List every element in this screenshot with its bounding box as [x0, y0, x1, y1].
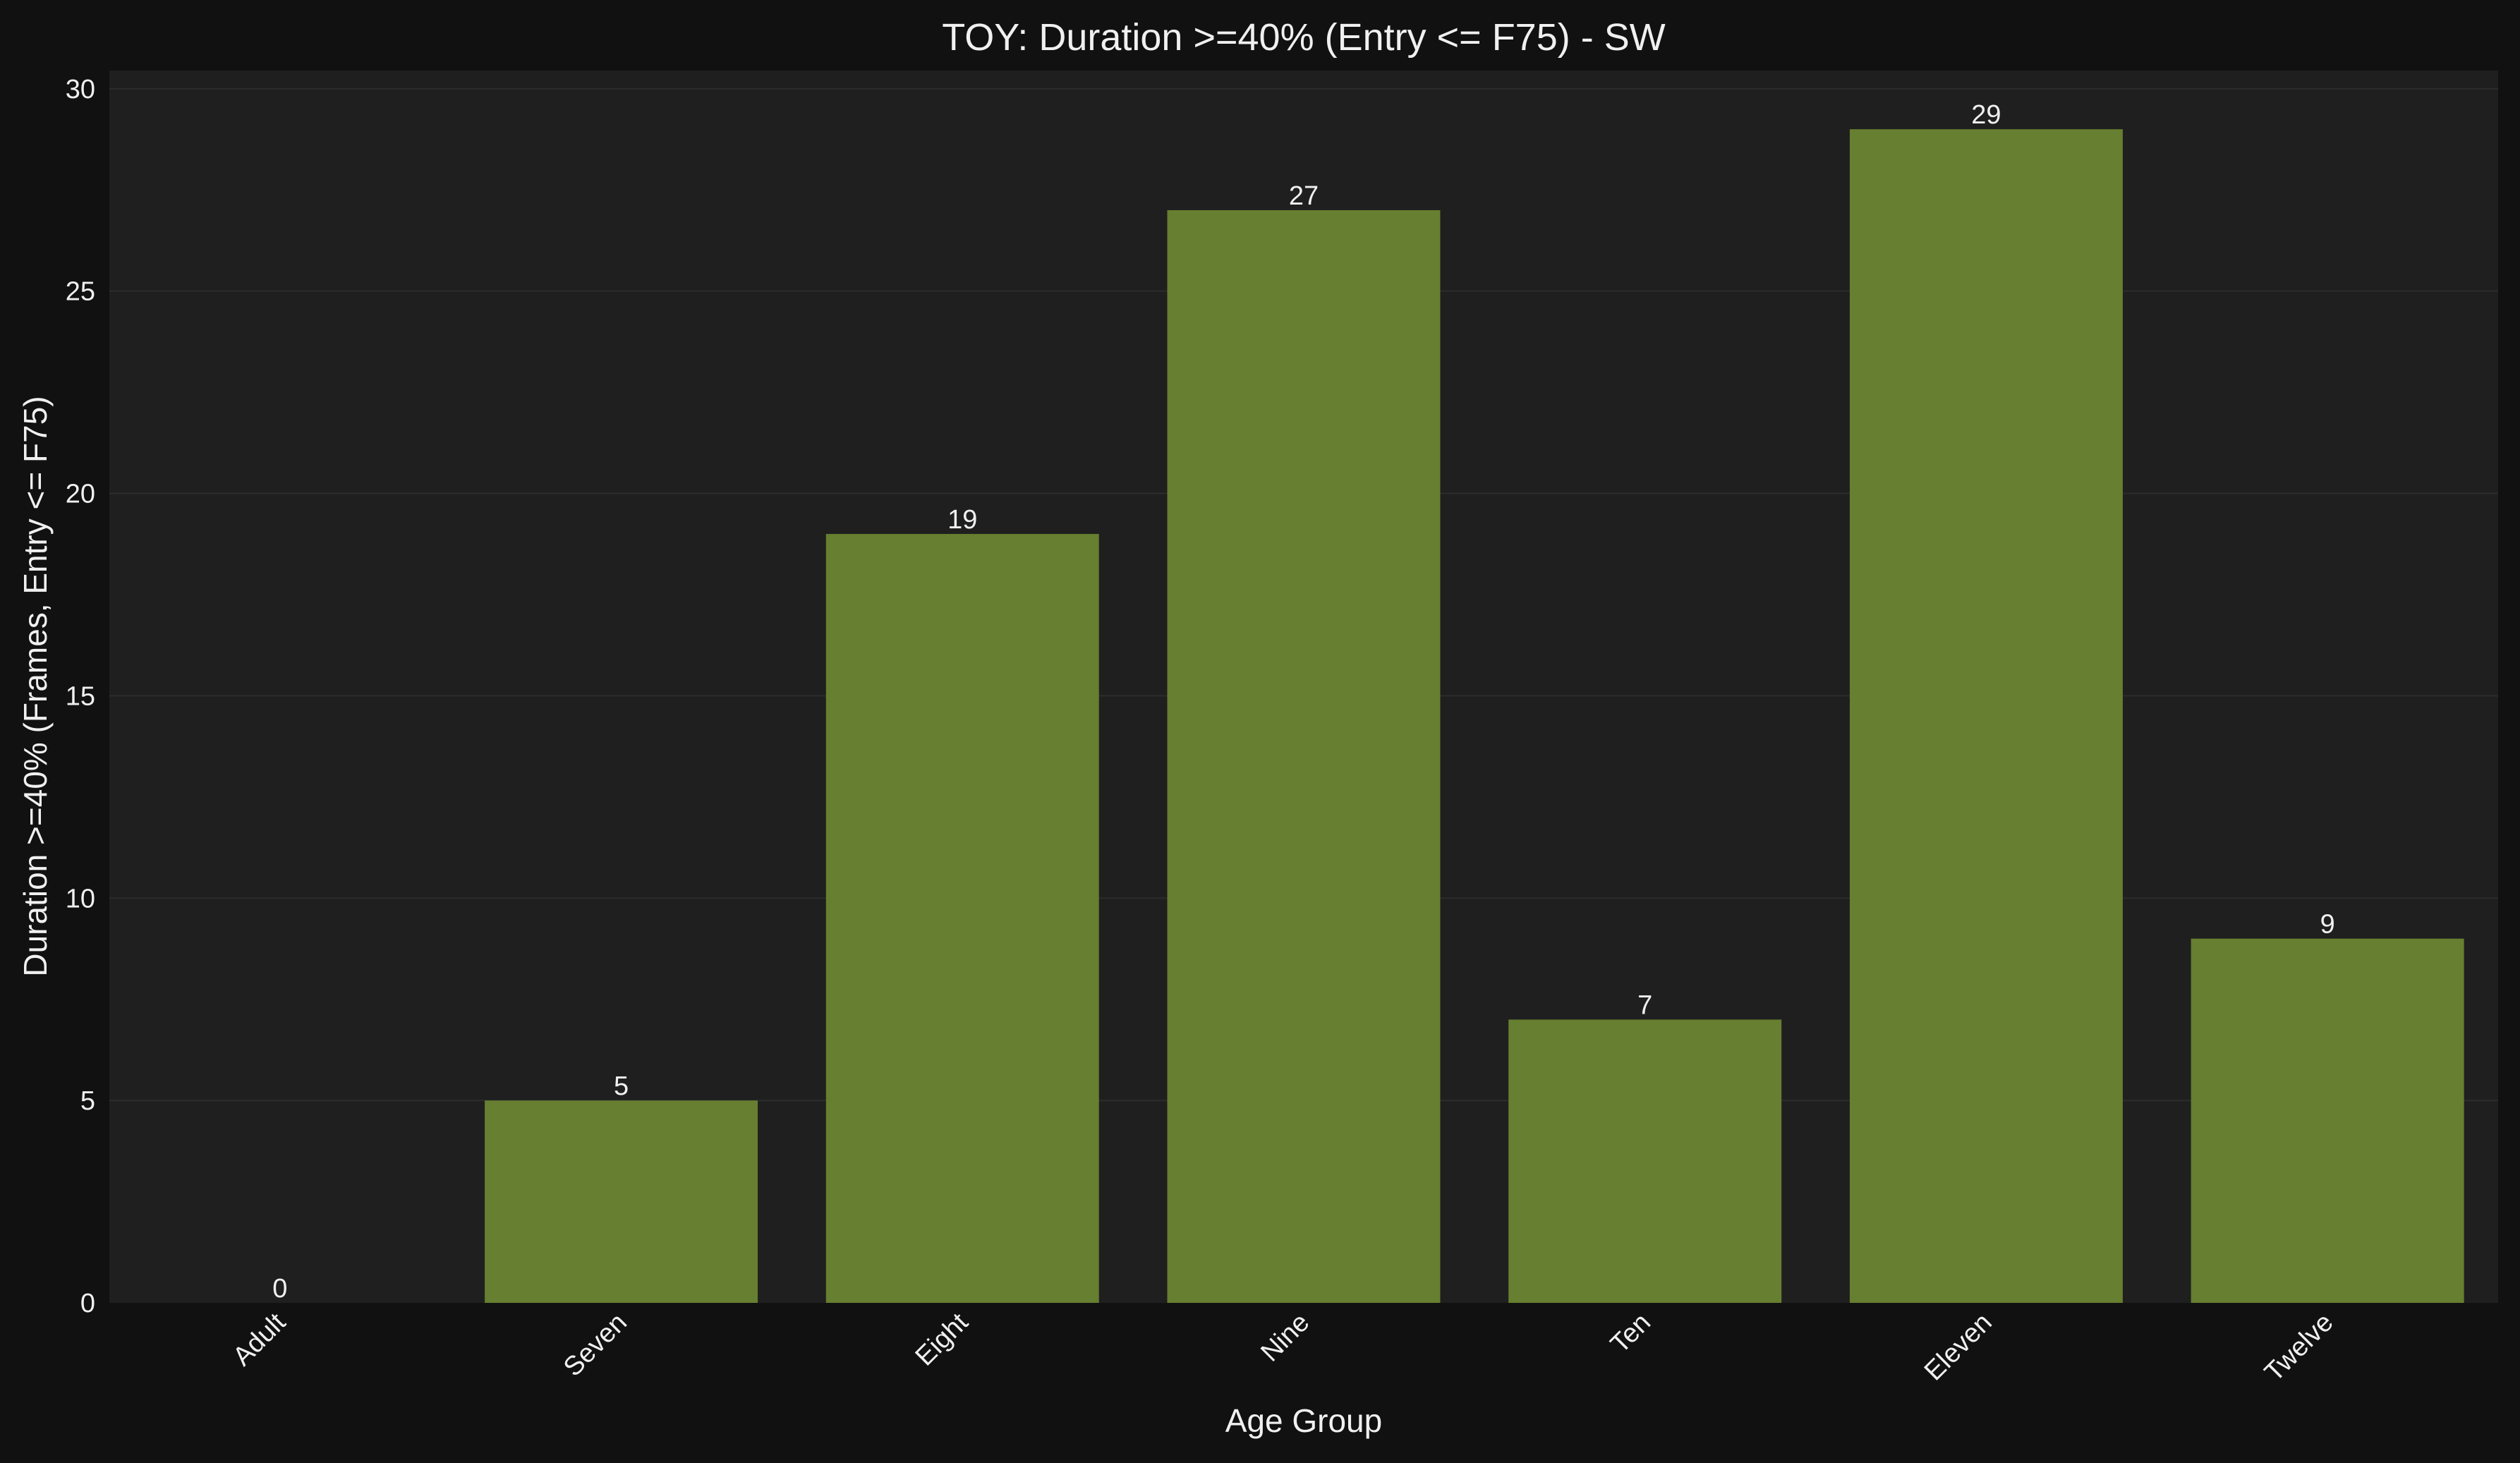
y-axis-label: Duration >=40% (Frames, Entry <= F75)	[17, 396, 54, 976]
data-label: 7	[1637, 990, 1652, 1020]
bar-eleven	[1849, 129, 2123, 1304]
y-tick-label: 25	[66, 277, 95, 307]
bar-eight	[825, 533, 1099, 1303]
bar-twelve	[2191, 938, 2464, 1303]
bars	[485, 129, 2464, 1304]
bar-nine	[1167, 210, 1441, 1303]
chart-title: TOY: Duration >=40% (Entry <= F75) - SW	[942, 16, 1665, 59]
x-axis-label: Age Group	[1225, 1402, 1382, 1439]
bar-seven	[485, 1100, 758, 1303]
y-tick-label: 5	[80, 1086, 95, 1116]
data-label: 29	[1971, 100, 2001, 130]
y-tick-label: 30	[66, 75, 95, 104]
data-label: 0	[272, 1274, 287, 1304]
y-tick-label: 20	[66, 480, 95, 509]
y-tick-label: 10	[66, 884, 95, 913]
data-label: 9	[2320, 910, 2335, 940]
data-label: 19	[947, 505, 977, 535]
y-tick-label: 0	[80, 1289, 95, 1318]
y-tick-label: 15	[66, 681, 95, 711]
y-axis-ticks: 0 5 10 15 20 25 30	[66, 75, 95, 1318]
bar-ten	[1508, 1019, 1782, 1303]
data-labels: 0 5 19 27 7 29 9	[272, 100, 2334, 1304]
data-label: 5	[614, 1072, 629, 1101]
data-label: 27	[1289, 181, 1319, 211]
